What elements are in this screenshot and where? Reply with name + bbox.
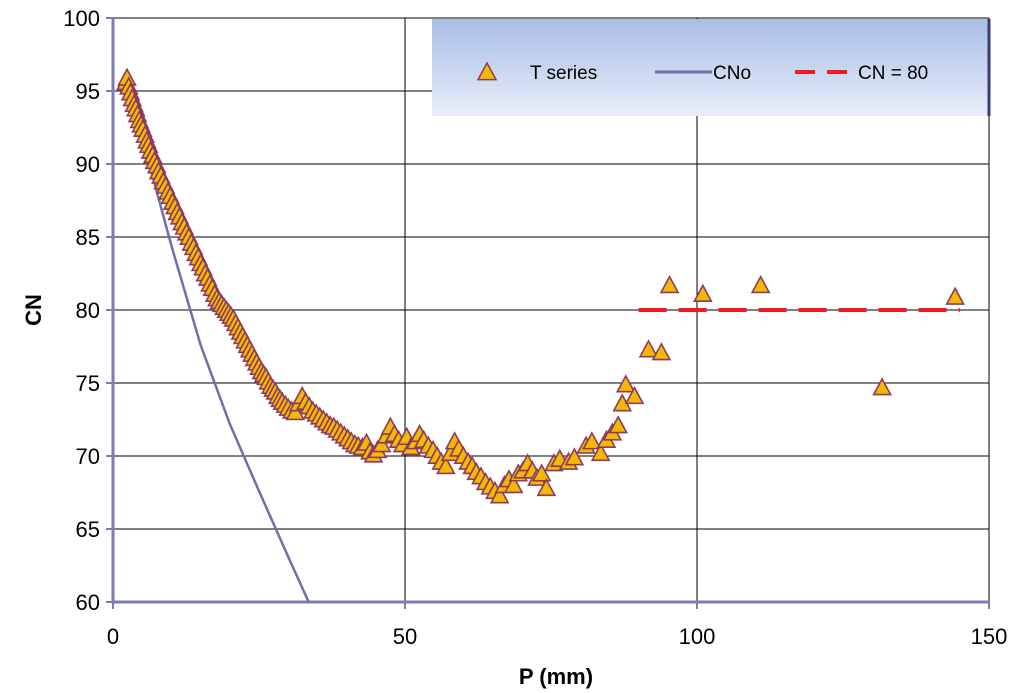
y-tick-label: 60 [76, 590, 100, 615]
t-series-point [651, 342, 672, 361]
t-series-point [564, 447, 585, 466]
y-tick-label: 75 [76, 371, 100, 396]
t-series-point [503, 475, 524, 494]
y-tick-label: 65 [76, 517, 100, 542]
t-series-point [872, 377, 892, 396]
t-series-point [638, 339, 659, 358]
legend-background [432, 19, 989, 116]
t-series-point [582, 431, 602, 450]
t-series-point [590, 442, 611, 462]
y-axis-title: CN [21, 294, 46, 326]
x-tick-label: 100 [679, 624, 716, 649]
t-series-point [608, 415, 629, 434]
t-series-point [659, 274, 680, 294]
y-tick-label: 80 [76, 298, 100, 323]
t-series-point [531, 463, 552, 482]
t-series-point [945, 286, 965, 305]
axes [106, 17, 990, 609]
t-series-point [436, 456, 456, 475]
x-tick-labels: 0 50 100 150 [107, 624, 1007, 649]
t-series-point [536, 477, 557, 497]
y-tick-label: 95 [76, 79, 100, 104]
y-tick-label: 85 [76, 225, 100, 250]
y-tick-labels: 60 65 70 75 80 85 90 95 100 [63, 6, 100, 615]
t-series-point [624, 385, 645, 405]
x-axis-title: P (mm) [519, 664, 593, 689]
legend-label-t-series: T series [530, 63, 597, 84]
t-series-point [615, 374, 636, 393]
x-tick-label: 150 [971, 624, 1008, 649]
t-series-point [489, 485, 510, 504]
legend-marker-t-series [476, 61, 498, 81]
y-tick-label: 70 [76, 444, 100, 469]
series-t-series [116, 67, 965, 504]
x-tick-label: 50 [393, 624, 417, 649]
t-series-point [285, 402, 306, 421]
legend: T series CNo CN = 80 [432, 19, 991, 116]
y-tick-label: 90 [76, 152, 100, 177]
x-tick-label: 0 [107, 624, 119, 649]
y-tick-label: 100 [63, 6, 100, 31]
t-series-point [692, 283, 713, 302]
legend-label-cno: CNo [713, 63, 751, 84]
legend-label-cn80: CN = 80 [858, 63, 928, 84]
t-series-point [750, 274, 771, 294]
t-series-point [371, 434, 392, 453]
